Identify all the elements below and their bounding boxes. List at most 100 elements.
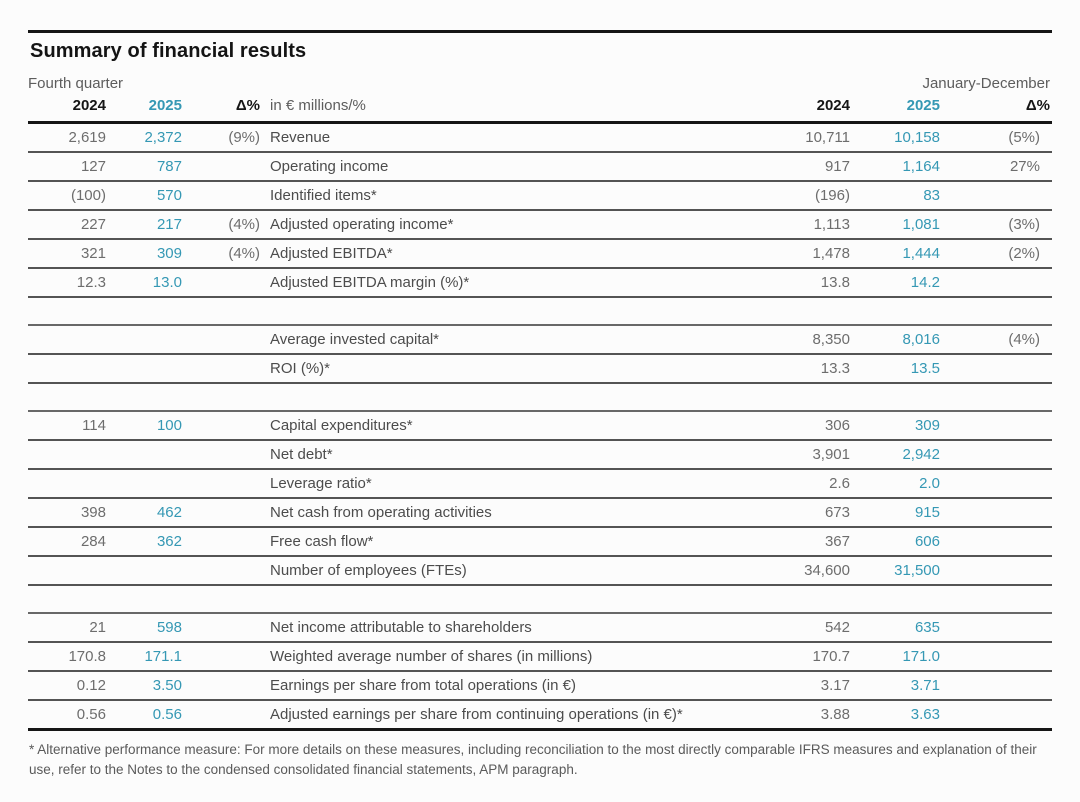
left-period-label: Fourth quarter: [28, 75, 124, 92]
jd-2024-value: 917: [758, 152, 852, 182]
fq-delta-value: (4%): [184, 239, 262, 269]
jd-2024-value: 673: [758, 498, 852, 528]
fq-2024-value: 114: [28, 411, 108, 441]
table-row: (100) 570 Identified items* (196) 83: [28, 181, 1052, 211]
jd-delta-value: (3%): [942, 210, 1052, 240]
table-row: 321 309 (4%) Adjusted EBITDA* 1,478 1,444 (2%): [28, 239, 1052, 269]
jd-2025-value: 3.71: [852, 671, 942, 701]
fq-delta-value: [184, 440, 262, 470]
table-row: ROI (%)* 13.3 13.5: [28, 354, 1052, 384]
table-row: 127 787 Operating income 917 1,164 27%: [28, 152, 1052, 182]
jd-2025-value: 171.0: [852, 642, 942, 672]
spacer-row: [28, 297, 1052, 326]
jd-2025-value: 635: [852, 613, 942, 643]
row-label: Weighted average number of shares (in mi…: [262, 642, 758, 672]
row-label: Adjusted operating income*: [262, 210, 758, 240]
jd-2025-value: 606: [852, 527, 942, 557]
fq-delta-value: [184, 411, 262, 441]
jd-2024-value: 13.3: [758, 354, 852, 384]
jd-2025-value: 83: [852, 181, 942, 211]
fq-2025-value: [108, 354, 184, 384]
row-label: Revenue: [262, 122, 758, 153]
jd-2024-value: 34,600: [758, 556, 852, 586]
fq-2024-value: 0.12: [28, 671, 108, 701]
jd-2025-value: 1,164: [852, 152, 942, 182]
fq-2025-header: 2025: [108, 94, 184, 124]
table-row: Average invested capital* 8,350 8,016 (4%): [28, 325, 1052, 355]
jd-2025-value: 309: [852, 411, 942, 441]
fq-2024-value: [28, 354, 108, 384]
financial-results-table: 2024 2025 Δ% in € millions/% 2024 2025 Δ…: [28, 94, 1052, 731]
fq-2024-value: 12.3: [28, 268, 108, 298]
footnote: * Alternative performance measure: For m…: [29, 742, 1037, 778]
fq-2025-value: 0.56: [108, 700, 184, 731]
row-label: Operating income: [262, 152, 758, 182]
jd-delta-value: [942, 268, 1052, 298]
jd-2025-value: 8,016: [852, 325, 942, 355]
row-label: Identified items*: [262, 181, 758, 211]
table-row: Net debt* 3,901 2,942: [28, 440, 1052, 470]
fq-delta-value: [184, 556, 262, 586]
spacer-cell: [28, 383, 1052, 412]
jd-2024-value: 8,350: [758, 325, 852, 355]
jd-2025-value: 13.5: [852, 354, 942, 384]
fq-2024-value: 21: [28, 613, 108, 643]
fq-2025-value: 2,372: [108, 122, 184, 153]
jd-delta-header: Δ%: [942, 94, 1052, 124]
fq-2025-value: 3.50: [108, 671, 184, 701]
jd-2025-value: 10,158: [852, 122, 942, 153]
jd-2024-value: 2.6: [758, 469, 852, 499]
row-label: Adjusted EBITDA*: [262, 239, 758, 269]
jd-2025-header: 2025: [852, 94, 942, 124]
jd-2024-value: 10,711: [758, 122, 852, 153]
table-row: 114 100 Capital expenditures* 306 309: [28, 411, 1052, 441]
row-label: ROI (%)*: [262, 354, 758, 384]
jd-2025-value: 14.2: [852, 268, 942, 298]
fq-2025-value: 100: [108, 411, 184, 441]
fq-2025-value: 570: [108, 181, 184, 211]
jd-2024-value: (196): [758, 181, 852, 211]
jd-2024-value: 3,901: [758, 440, 852, 470]
jd-delta-value: [942, 440, 1052, 470]
fq-delta-value: [184, 642, 262, 672]
fq-delta-value: [184, 498, 262, 528]
fq-2024-value: 127: [28, 152, 108, 182]
fq-2024-value: 227: [28, 210, 108, 240]
row-label: Adjusted EBITDA margin (%)*: [262, 268, 758, 298]
row-label: Leverage ratio*: [262, 469, 758, 499]
right-period-label: January-December: [922, 75, 1050, 92]
fq-2025-value: 462: [108, 498, 184, 528]
fq-delta-value: [184, 613, 262, 643]
fq-2025-value: 362: [108, 527, 184, 557]
fq-2025-value: 309: [108, 239, 184, 269]
table-row: 0.12 3.50 Earnings per share from total op…: [28, 671, 1052, 701]
fq-2025-value: 598: [108, 613, 184, 643]
jd-2025-value: 2,942: [852, 440, 942, 470]
jd-2024-value: 1,113: [758, 210, 852, 240]
top-rule: [28, 30, 1052, 33]
fq-delta-value: [184, 469, 262, 499]
jd-2025-value: 1,444: [852, 239, 942, 269]
fq-2025-value: [108, 469, 184, 499]
fq-2025-value: [108, 556, 184, 586]
fq-delta-value: [184, 527, 262, 557]
fq-2024-value: [28, 440, 108, 470]
fq-2024-header: 2024: [28, 94, 108, 124]
jd-2024-value: 306: [758, 411, 852, 441]
jd-2024-value: 13.8: [758, 268, 852, 298]
period-row: Fourth quarter January-December: [28, 75, 1050, 92]
row-label: Adjusted earnings per share from continu…: [262, 700, 758, 731]
table-row: 284 362 Free cash flow* 367 606: [28, 527, 1052, 557]
jd-delta-value: 27%: [942, 152, 1052, 182]
jd-2024-value: 1,478: [758, 239, 852, 269]
fq-2024-value: 2,619: [28, 122, 108, 153]
table-row: Number of employees (FTEs) 34,600 31,500: [28, 556, 1052, 586]
table-row: 12.3 13.0 Adjusted EBITDA margin (%)* 13.8 1…: [28, 268, 1052, 298]
jd-delta-value: [942, 181, 1052, 211]
jd-2024-value: 170.7: [758, 642, 852, 672]
table-row: 21 598 Net income attributable to sharehol…: [28, 613, 1052, 643]
row-label: Net debt*: [262, 440, 758, 470]
unit-label: in € millions/%: [262, 94, 758, 124]
fq-2025-value: 217: [108, 210, 184, 240]
